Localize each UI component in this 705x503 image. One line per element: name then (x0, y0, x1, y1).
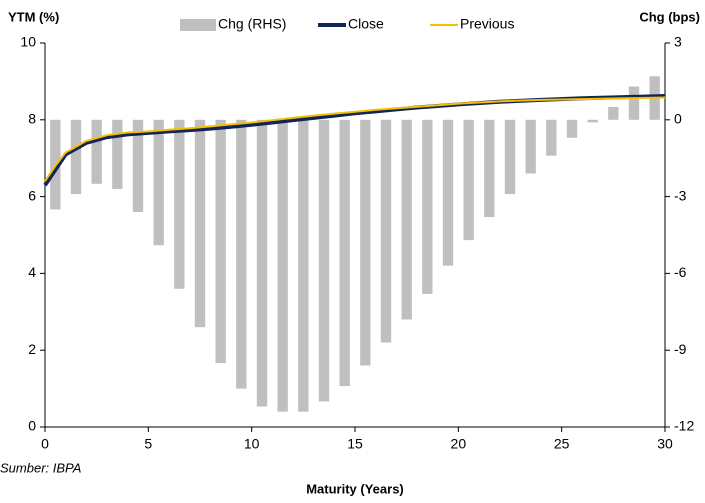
y2-tick-label: -12 (674, 418, 694, 434)
bar (546, 119, 557, 156)
bar (587, 119, 598, 123)
bar (318, 119, 330, 402)
y2-tick-label: -3 (674, 187, 687, 203)
legend-label: Chg (RHS) (218, 16, 286, 32)
bar (442, 119, 454, 266)
bar (463, 119, 474, 241)
bar (91, 119, 102, 184)
bar (277, 119, 288, 412)
y-tick-label: 4 (28, 264, 36, 280)
y-tick-label: 6 (28, 187, 36, 203)
y-tick-label: 8 (28, 111, 36, 127)
y2-tick-label: -9 (674, 341, 687, 357)
bar (566, 119, 578, 138)
y2-tick-label: 0 (674, 111, 682, 127)
bar (215, 119, 226, 363)
x-title: Maturity (Years) (306, 481, 404, 496)
y2-tick-label: -6 (674, 264, 687, 280)
bar (70, 119, 82, 195)
bar (401, 119, 412, 320)
y-title: YTM (%) (8, 9, 59, 24)
y2-title: Chg (bps) (639, 9, 700, 24)
bar (525, 119, 536, 174)
legend-label: Close (348, 16, 384, 32)
bar (256, 119, 268, 407)
x-tick-label: 30 (657, 436, 673, 452)
bar (628, 86, 640, 120)
y2-tick-label: 3 (674, 34, 682, 50)
x-tick-label: 0 (41, 436, 49, 452)
y-tick-label: 2 (28, 341, 36, 357)
y-tick-label: 10 (20, 34, 36, 50)
bar (132, 119, 144, 212)
bar (174, 119, 185, 289)
x-tick-label: 25 (554, 436, 570, 452)
bar (298, 119, 309, 412)
bar (194, 119, 206, 328)
x-tick-label: 5 (144, 436, 152, 452)
bar (153, 119, 164, 246)
bar (360, 119, 371, 366)
y-tick-label: 0 (28, 418, 36, 434)
source: Sumber: IBPA (0, 460, 81, 475)
bar (112, 119, 123, 189)
bar (608, 107, 619, 120)
bar (504, 119, 516, 195)
bar (380, 119, 392, 343)
line (44, 96, 666, 182)
legend-label: Previous (460, 16, 514, 32)
x-tick-label: 10 (244, 436, 260, 452)
bar (422, 119, 433, 294)
bar (339, 119, 350, 387)
x-tick-label: 15 (347, 436, 363, 452)
bar (484, 119, 495, 218)
legend-swatch (180, 19, 216, 31)
bar (236, 119, 247, 389)
x-tick-label: 20 (451, 436, 467, 452)
